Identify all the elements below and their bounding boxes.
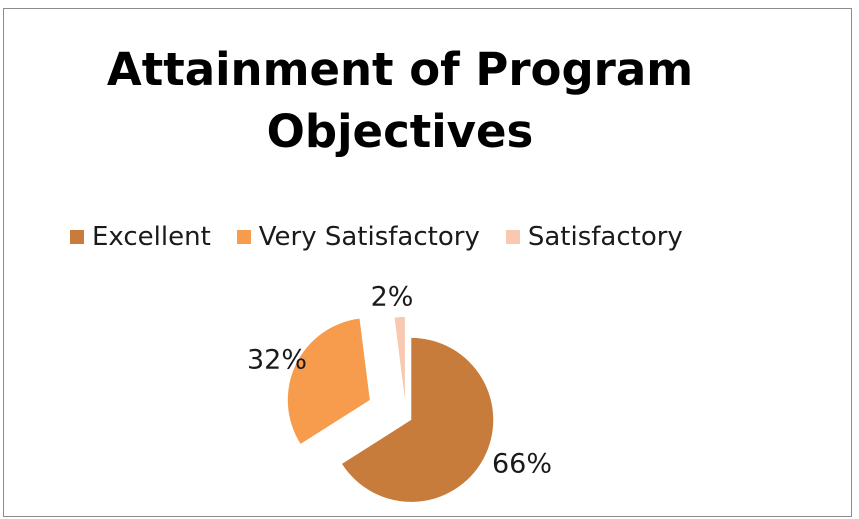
data-label-satisfactory: 2% [371, 282, 414, 313]
chart-title-line-2: Objectives [266, 105, 534, 158]
legend-swatch-satisfactory [505, 230, 520, 244]
pie-chart: 66% 32% 2% [247, 282, 552, 502]
legend-item-satisfactory: Satisfactory [505, 222, 683, 252]
pie-slice-excellent [342, 337, 494, 502]
data-label-very-satisfactory: 32% [247, 345, 307, 376]
data-label-excellent: 66% [492, 449, 552, 480]
legend-swatch-very-satisfactory [236, 230, 251, 244]
pie-slice-very-satisfactory [287, 318, 370, 444]
legend-label-excellent: Excellent [92, 222, 211, 252]
pie-slice-satisfactory [394, 317, 405, 400]
chart-title-line-1: Attainment of Program [106, 43, 694, 96]
chart-frame: Attainment of Program Objectives Excelle… [3, 8, 852, 517]
chart-title: Attainment of Program Objectives [4, 39, 796, 163]
pie-slices [287, 317, 494, 502]
legend-item-excellent: Excellent [70, 222, 211, 252]
chart-legend: Excellent Very Satisfactory Satisfactory [70, 215, 709, 259]
legend-item-very-satisfactory: Very Satisfactory [236, 222, 480, 252]
pie-data-labels: 66% 32% 2% [247, 282, 552, 480]
legend-swatch-excellent [70, 230, 84, 244]
legend-label-very-satisfactory: Very Satisfactory [258, 222, 480, 252]
legend-label-satisfactory: Satisfactory [527, 222, 683, 252]
